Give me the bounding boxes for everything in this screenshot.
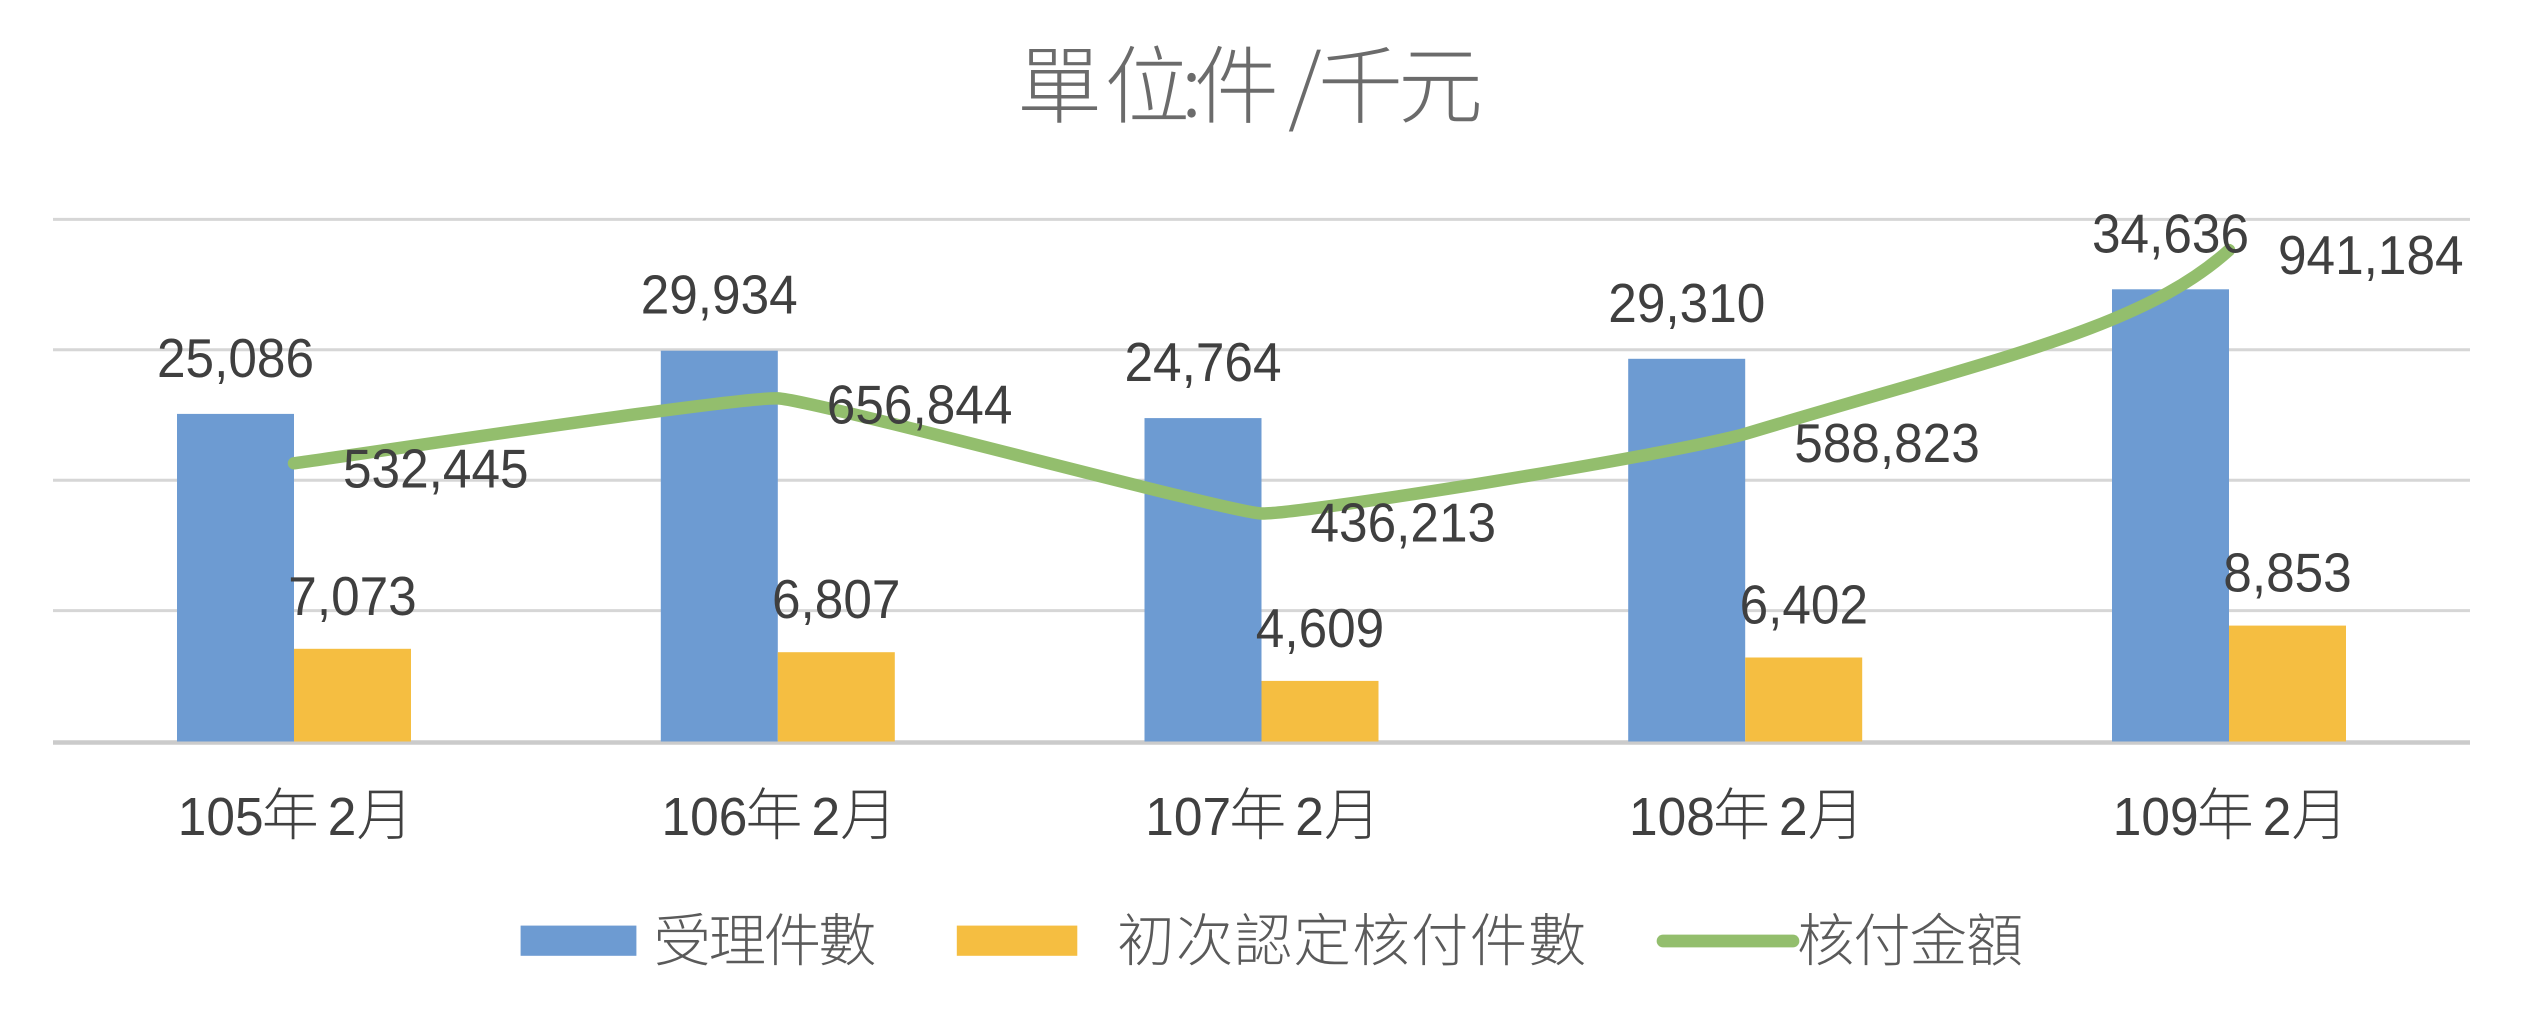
svg-text:6,402: 6,402	[1740, 574, 1868, 636]
svg-text:108: 108	[1629, 787, 1715, 847]
svg-text:25,086: 25,086	[157, 327, 314, 389]
svg-text:7,073: 7,073	[288, 565, 416, 627]
svg-text:2: 2	[1295, 787, 1324, 847]
svg-text:29,934: 29,934	[641, 264, 798, 326]
svg-text:2: 2	[328, 787, 357, 847]
svg-text:34,636: 34,636	[2092, 202, 2249, 264]
svg-text:588,823: 588,823	[1794, 412, 1980, 474]
svg-text:106: 106	[662, 787, 748, 847]
svg-text:29,310: 29,310	[1608, 272, 1765, 334]
svg-text:4,609: 4,609	[1256, 597, 1384, 659]
svg-text:436,213: 436,213	[1311, 492, 1497, 554]
svg-text:2: 2	[2263, 787, 2292, 847]
svg-text:109: 109	[2113, 787, 2199, 847]
svg-text:8,853: 8,853	[2223, 542, 2351, 604]
svg-text:24,764: 24,764	[1125, 331, 1282, 393]
svg-text:105: 105	[178, 787, 264, 847]
svg-text:6,807: 6,807	[772, 568, 900, 630]
svg-text:656,844: 656,844	[827, 373, 1013, 435]
svg-text:2: 2	[812, 787, 841, 847]
svg-text:941,184: 941,184	[2278, 224, 2464, 286]
svg-text:107: 107	[1145, 787, 1231, 847]
svg-text:532,445: 532,445	[343, 437, 529, 499]
svg-text:2: 2	[1779, 787, 1808, 847]
